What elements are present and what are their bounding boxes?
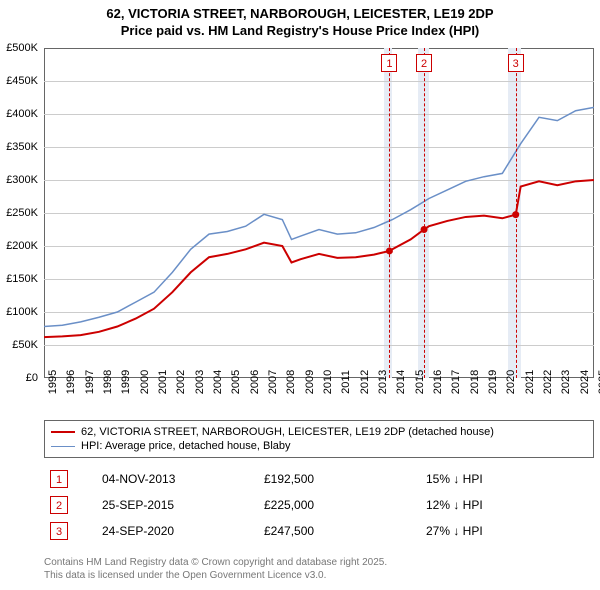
event-date: 04-NOV-2013 xyxy=(96,466,258,492)
x-axis-label: 2016 xyxy=(432,370,444,394)
x-axis-label: 2019 xyxy=(487,370,499,394)
y-axis-label: £150K xyxy=(6,273,38,285)
legend-label: 62, VICTORIA STREET, NARBOROUGH, LEICEST… xyxy=(81,426,494,438)
x-axis-label: 2024 xyxy=(579,370,591,394)
legend-item: HPI: Average price, detached house, Blab… xyxy=(51,439,587,453)
x-axis-label: 2000 xyxy=(139,370,151,394)
y-axis-label: £0 xyxy=(26,372,38,384)
x-axis-label: 2021 xyxy=(524,370,536,394)
x-axis-label: 2023 xyxy=(560,370,572,394)
event-date: 25-SEP-2015 xyxy=(96,492,258,518)
legend-swatch xyxy=(51,431,75,433)
footer: Contains HM Land Registry data © Crown c… xyxy=(44,556,387,582)
y-axis-label: £450K xyxy=(6,75,38,87)
footer-line1: Contains HM Land Registry data © Crown c… xyxy=(44,556,387,569)
event-dashed-line xyxy=(389,48,390,378)
event-price: £225,000 xyxy=(258,492,420,518)
events-table: 1 04-NOV-2013£192,50015% ↓ HPI 2 25-SEP-201… xyxy=(44,466,594,544)
event-dashed-line xyxy=(516,48,517,378)
x-axis-label: 2018 xyxy=(469,370,481,394)
x-axis-label: 1996 xyxy=(65,370,77,394)
x-axis-label: 2010 xyxy=(322,370,334,394)
y-axis-label: £50K xyxy=(12,339,38,351)
x-axis-label: 2015 xyxy=(414,370,426,394)
x-axis-label: 2017 xyxy=(450,370,462,394)
x-axis-label: 2008 xyxy=(285,370,297,394)
x-axis-label: 2022 xyxy=(542,370,554,394)
event-number-box: 3 xyxy=(50,522,68,540)
legend-swatch xyxy=(51,446,75,447)
chart-title: 62, VICTORIA STREET, NARBOROUGH, LEICEST… xyxy=(0,0,600,40)
event-row: 3 24-SEP-2020£247,50027% ↓ HPI xyxy=(44,518,594,544)
event-marker-box: 3 xyxy=(508,54,524,72)
x-axis-label: 2006 xyxy=(249,370,261,394)
legend-label: HPI: Average price, detached house, Blab… xyxy=(81,440,291,452)
x-axis-label: 2011 xyxy=(340,370,352,394)
x-axis-label: 1998 xyxy=(102,370,114,394)
event-price: £192,500 xyxy=(258,466,420,492)
series-line-hpi xyxy=(44,107,594,326)
event-dashed-line xyxy=(424,48,425,378)
event-marker-box: 1 xyxy=(381,54,397,72)
y-axis-label: £400K xyxy=(6,108,38,120)
x-axis-label: 1997 xyxy=(84,370,96,394)
x-axis-label: 2013 xyxy=(377,370,389,394)
x-axis-label: 2014 xyxy=(395,370,407,394)
event-price: £247,500 xyxy=(258,518,420,544)
event-date: 24-SEP-2020 xyxy=(96,518,258,544)
x-axis-label: 2005 xyxy=(230,370,242,394)
y-axis-label: £500K xyxy=(6,42,38,54)
chart: 123 £0£50K£100K£150K£200K£250K£300K£350K… xyxy=(44,48,594,378)
title-line1: 62, VICTORIA STREET, NARBOROUGH, LEICEST… xyxy=(0,6,600,23)
series-line-price_paid xyxy=(44,180,594,337)
event-delta: 27% ↓ HPI xyxy=(420,518,594,544)
y-axis-label: £300K xyxy=(6,174,38,186)
event-delta: 15% ↓ HPI xyxy=(420,466,594,492)
event-marker-box: 2 xyxy=(416,54,432,72)
x-axis-label: 1995 xyxy=(47,370,59,394)
footer-line2: This data is licensed under the Open Gov… xyxy=(44,569,387,582)
x-axis-label: 2001 xyxy=(157,370,169,394)
title-line2: Price paid vs. HM Land Registry's House … xyxy=(0,23,600,40)
event-delta: 12% ↓ HPI xyxy=(420,492,594,518)
y-axis-label: £100K xyxy=(6,306,38,318)
x-axis-label: 2007 xyxy=(267,370,279,394)
x-axis-label: 2004 xyxy=(212,370,224,394)
x-axis-label: 2009 xyxy=(304,370,316,394)
line-series-layer xyxy=(44,48,594,378)
x-axis-label: 1999 xyxy=(120,370,132,394)
y-axis-label: £200K xyxy=(6,240,38,252)
event-row: 1 04-NOV-2013£192,50015% ↓ HPI xyxy=(44,466,594,492)
event-row: 2 25-SEP-2015£225,00012% ↓ HPI xyxy=(44,492,594,518)
legend: 62, VICTORIA STREET, NARBOROUGH, LEICEST… xyxy=(44,420,594,458)
x-axis-label: 2012 xyxy=(359,370,371,394)
y-axis-label: £250K xyxy=(6,207,38,219)
y-axis-label: £350K xyxy=(6,141,38,153)
x-axis-label: 2002 xyxy=(175,370,187,394)
event-number-box: 2 xyxy=(50,496,68,514)
event-number-box: 1 xyxy=(50,470,68,488)
legend-item: 62, VICTORIA STREET, NARBOROUGH, LEICEST… xyxy=(51,425,587,439)
x-axis-label: 2020 xyxy=(505,370,517,394)
x-axis-label: 2003 xyxy=(194,370,206,394)
